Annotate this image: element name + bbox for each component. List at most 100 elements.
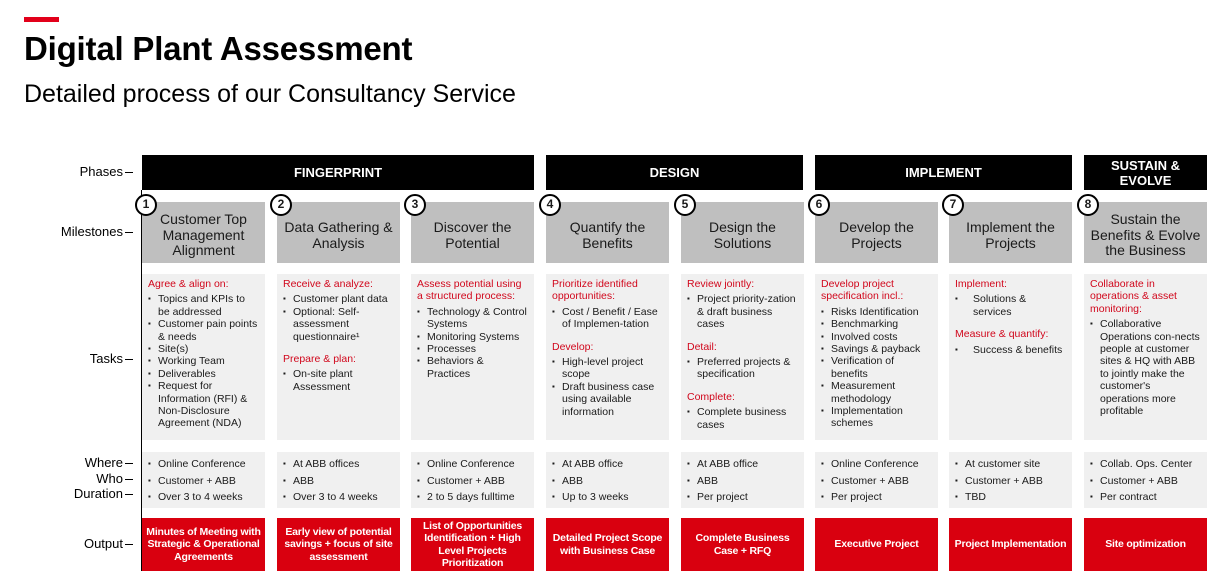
task-group-header: Agree & align on: (148, 278, 229, 290)
phase-design: DESIGN (546, 155, 803, 190)
task-item: Draft business case using available info… (552, 381, 663, 418)
milestone-4: 4 Quantify the Benefits (539, 194, 669, 263)
where-value: At customer site (955, 456, 1066, 473)
row-label-output: Output (6, 536, 133, 552)
task-item: Site(s) (148, 343, 259, 356)
task-list: Project priority-zation & draft business… (687, 293, 798, 330)
tasks-box-2: Receive & analyze: Customer plant dataOpt… (277, 274, 400, 440)
milestone-number-badge: 1 (135, 194, 157, 216)
task-item: High-level project scope (552, 356, 663, 381)
row-label-phases: Phases (6, 164, 133, 180)
where-who-duration-box-2: At ABB offices ABB Over 3 to 4 weeks (277, 452, 400, 508)
where-value: At ABB offices (283, 456, 394, 473)
task-item: Processes (417, 343, 528, 356)
milestone-label: Data Gathering & Analysis (284, 219, 393, 251)
task-item: Working Team (148, 355, 259, 368)
milestone-7: 7 Implement the Projects (942, 194, 1072, 263)
task-list: High-level project scopeDraft business c… (552, 356, 663, 418)
milestone-number-badge: 8 (1077, 194, 1099, 216)
milestone-3: 3 Discover the Potential (404, 194, 534, 263)
milestone-5: 5 Design the Solutions (674, 194, 804, 263)
who-value: ABB (283, 473, 394, 490)
task-item: Optional: Self-assessment questionnaire¹ (283, 306, 394, 343)
task-list: Success & benefits (955, 344, 1066, 357)
tasks-box-7: Implement: Solutions & services Measure & … (949, 274, 1072, 440)
where-who-duration-box-7: At customer site Customer + ABB TBD (949, 452, 1072, 508)
task-group-header: Collaborate in operations & asset monito… (1090, 278, 1177, 315)
row-label-milestones: Milestones (6, 224, 133, 240)
task-item: Success & benefits (955, 344, 1066, 357)
who-value: Customer + ABB (148, 473, 259, 490)
page-title: Digital Plant Assessment (24, 30, 413, 67)
row-label-where: Where (6, 455, 133, 471)
task-list: On-site plant Assessment (283, 368, 394, 393)
output-box-7: Project Implementation (949, 518, 1072, 571)
where-value: At ABB office (552, 456, 663, 473)
who-value: Customer + ABB (417, 473, 528, 490)
axis-line (141, 190, 142, 571)
task-item: Project priority-zation & draft business… (687, 293, 798, 330)
where-who-duration-box-3: Online Conference Customer + ABB 2 to 5 … (411, 452, 534, 508)
where-value: At ABB office (687, 456, 798, 473)
task-item: Topics and KPIs to be addressed (148, 293, 259, 318)
duration-value: TBD (955, 489, 1066, 506)
output-box-3: List of Opportunities Identification + H… (411, 518, 534, 571)
task-item: Monitoring Systems (417, 331, 528, 344)
milestone-6: 6 Develop the Projects (808, 194, 938, 263)
phase-fingerprint: FINGERPRINT (142, 155, 534, 190)
task-group-header: Complete: (687, 390, 735, 403)
duration-value: 2 to 5 days fulltime (417, 489, 528, 506)
row-label-duration: Duration (6, 486, 133, 502)
where-who-duration-box-1: Online Conference Customer + ABB Over 3 … (142, 452, 265, 508)
task-item: Verification of benefits (821, 355, 932, 380)
milestone-label: Develop the Projects (839, 219, 914, 251)
task-item: Savings & payback (821, 343, 932, 356)
where-value: Collab. Ops. Center (1090, 456, 1201, 473)
task-group-header: Implement: (955, 278, 1007, 290)
milestone-number-badge: 3 (404, 194, 426, 216)
who-value: Customer + ABB (821, 473, 932, 490)
task-item: Technology & Control Systems (417, 306, 528, 331)
task-item: Behaviors & Practices (417, 355, 528, 380)
task-item: Involved costs (821, 331, 932, 344)
task-list: Complete business cases (687, 406, 798, 431)
task-item: Customer plant data (283, 293, 394, 306)
task-list: Technology & Control SystemsMonitoring S… (417, 306, 528, 380)
duration-value: Over 3 to 4 weeks (283, 489, 394, 506)
task-item: Cost / Benefit / Ease of Implemen-tation (552, 306, 663, 331)
who-value: Customer + ABB (1090, 473, 1201, 490)
task-group-header: Receive & analyze: (283, 278, 373, 290)
where-who-duration-box-6: Online Conference Customer + ABB Per pro… (815, 452, 938, 508)
task-group-header: Detail: (687, 340, 717, 353)
milestone-number-badge: 5 (674, 194, 696, 216)
output-box-2: Early view of potential savings + focus … (277, 518, 400, 571)
tasks-box-1: Agree & align on: Topics and KPIs to be a… (142, 274, 265, 440)
milestone-label: Discover the Potential (433, 219, 512, 251)
task-list: Topics and KPIs to be addressedCustomer … (148, 293, 259, 429)
row-label-tasks: Tasks (6, 351, 133, 367)
milestone-2: 2 Data Gathering & Analysis (270, 194, 400, 263)
where-value: Online Conference (148, 456, 259, 473)
row-label-who: Who (6, 471, 133, 487)
output-box-6: Executive Project (815, 518, 938, 571)
output-box-4: Detailed Project Scope with Business Cas… (546, 518, 669, 571)
task-group-header: Assess potential using a structured proc… (417, 278, 522, 303)
who-value: ABB (552, 473, 663, 490)
tasks-box-4: Prioritize identified opportunities: Cost… (546, 274, 669, 440)
duration-value: Per contract (1090, 489, 1201, 506)
task-list: Solutions & services (955, 293, 1066, 318)
where-who-duration-box-4: At ABB office ABB Up to 3 weeks (546, 452, 669, 508)
duration-value: Up to 3 weeks (552, 489, 663, 506)
milestone-number-badge: 6 (808, 194, 830, 216)
task-group-header: Develop project specification incl.: (821, 278, 904, 303)
duration-value: Per project (687, 489, 798, 506)
milestone-8: 8 Sustain the Benefits & Evolve the Busi… (1077, 194, 1207, 263)
milestone-label: Sustain the Benefits & Evolve the Busine… (1090, 211, 1201, 259)
where-who-duration-box-8: Collab. Ops. Center Customer + ABB Per c… (1084, 452, 1207, 508)
output-box-5: Complete Business Case + RFQ (681, 518, 804, 571)
milestone-label: Quantify the Benefits (569, 219, 646, 251)
tasks-box-6: Develop project specification incl.: Risk… (815, 274, 938, 440)
task-list: Risks IdentificationBenchmarkingInvolved… (821, 306, 932, 430)
who-value: ABB (687, 473, 798, 490)
duration-value: Over 3 to 4 weeks (148, 489, 259, 506)
